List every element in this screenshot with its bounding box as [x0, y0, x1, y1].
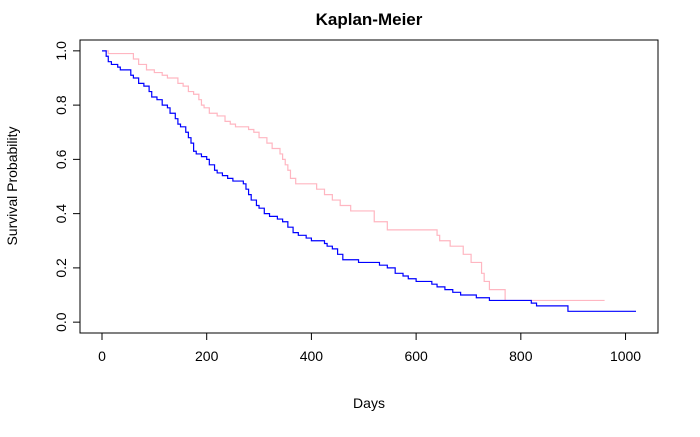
y-tick-label: 0.2	[53, 258, 69, 278]
y-tick-label: 0.6	[53, 149, 69, 169]
y-tick-label: 0.4	[53, 204, 69, 224]
y-tick-label: 0.0	[53, 312, 69, 332]
y-axis-label: Survival Probability	[4, 126, 20, 245]
x-tick-label: 1000	[610, 348, 641, 364]
y-tick-label: 1.0	[53, 41, 69, 61]
x-tick-label: 400	[300, 348, 324, 364]
y-tick-label: 0.8	[53, 95, 69, 115]
x-axis-label: Days	[353, 395, 385, 411]
y-axis: 0.0 0.2 0.4 0.6 0.8 1.0	[53, 41, 81, 332]
survival-curve-2	[101, 50, 637, 312]
series-layer	[101, 50, 637, 312]
x-tick-label: 600	[404, 348, 428, 364]
x-tick-label: 0	[98, 348, 106, 364]
x-tick-label: 200	[195, 348, 219, 364]
chart-title: Kaplan-Meier	[316, 10, 423, 29]
survival-curve-1	[104, 50, 605, 302]
x-axis: 0 200 400 600 800 1000	[98, 332, 641, 364]
x-tick-label: 800	[509, 348, 533, 364]
